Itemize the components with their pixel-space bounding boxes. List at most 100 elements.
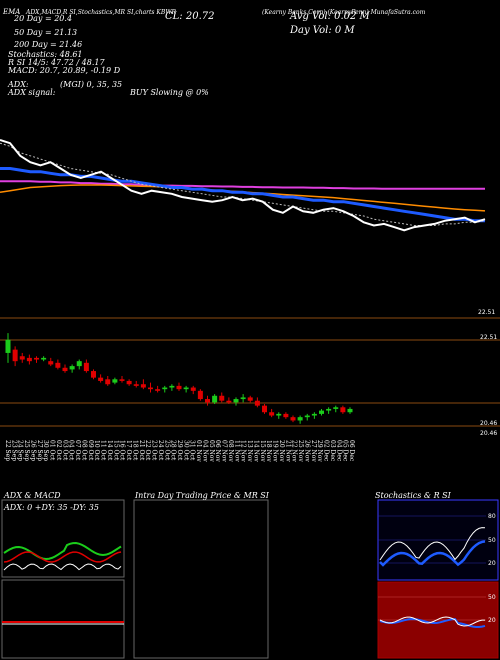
date-tick-label: 01 Oct — [49, 440, 56, 461]
date-tick-label: 24 Oct — [157, 440, 164, 461]
dma20-dotted-line — [0, 142, 486, 226]
price-label-top-right: 22.51 — [478, 309, 496, 316]
adx-minus-dy-line — [3, 551, 122, 563]
price-label-low: 20.46 — [480, 430, 498, 437]
candle-body — [5, 339, 11, 353]
rsi-axis-label: 50 — [488, 594, 496, 601]
date-tick-label: 27 Sep — [36, 440, 43, 461]
date-tick-label: 29 Oct — [176, 440, 183, 461]
candle-body — [62, 367, 68, 372]
close-price: CL: 20.72 — [165, 11, 215, 22]
date-tick-label: 06 Dec — [348, 440, 355, 462]
date-tick-label: 16 Oct — [119, 440, 126, 461]
candle-body — [133, 384, 139, 386]
adx-panel-values: ADX: 0 +DY: 35 -DY: 35 — [4, 503, 99, 512]
dma200-line — [0, 180, 485, 190]
candle-body — [169, 385, 175, 388]
candle-body — [112, 379, 118, 383]
date-tick-label: 05 Dec — [342, 440, 349, 462]
date-tick-label: 15 Oct — [112, 440, 119, 461]
date-tick-label: 30 Sep — [42, 440, 49, 461]
stochastics-label: Stochastics: 48.61 — [8, 50, 83, 59]
date-tick-label: 06 Nov — [214, 440, 221, 462]
date-tick-label: 02 Dec — [323, 440, 330, 462]
date-tick-label: 05 Nov — [208, 440, 215, 462]
stoch-panel-title: Stochastics & R SI — [375, 491, 451, 500]
candle-body — [83, 362, 89, 372]
date-tick-label: 31 Oct — [189, 440, 196, 461]
candle-body — [55, 362, 61, 368]
candle-body — [105, 379, 111, 385]
candle-body — [119, 379, 125, 381]
candle-body — [190, 387, 196, 391]
adx-line — [3, 563, 122, 571]
price-label-mid: 20.46 — [480, 420, 498, 427]
rsi-axis-label: 20 — [488, 617, 496, 624]
date-tick-label: 21 Oct — [138, 440, 145, 461]
date-tick-label: 23 Oct — [151, 440, 158, 461]
date-tick-label: 12 Nov — [240, 440, 247, 462]
rsi-line — [379, 616, 486, 627]
candle-body — [304, 415, 310, 418]
date-tick-label: 03 Dec — [329, 440, 336, 462]
date-tick-label: 25 Oct — [163, 440, 170, 461]
price-label-top: 22.51 — [480, 334, 498, 341]
date-tick-label: 15 Nov — [259, 440, 266, 462]
candle-body — [290, 417, 296, 421]
dma200-label: 200 Day = 21.46 — [14, 40, 83, 49]
stoch-axis-label: 50 — [488, 537, 496, 544]
avg-volume: Avg Vol: 0.02 M — [290, 11, 370, 22]
date-tick-label: 08 Oct — [80, 440, 87, 461]
candle-body — [19, 356, 25, 360]
date-tick-label: 18 Oct — [131, 440, 138, 461]
mgi-label: (MGI) 0, 35, 35 — [60, 80, 123, 89]
adx-panel-frame — [1, 499, 125, 578]
candle-body — [148, 387, 153, 390]
header-company: (Kearny Banks Corp) (KearnyPenn) MunafaS… — [262, 9, 426, 16]
candle-body — [48, 361, 54, 365]
candle-body — [91, 371, 96, 378]
date-tick-label: 27 Nov — [310, 440, 317, 462]
header-title-line: ADX,MACD,R SI,Stochastics,MR SI,charts K… — [26, 9, 176, 16]
candle-body — [340, 407, 346, 413]
date-tick-label: 24 Sep — [17, 440, 24, 461]
date-tick-label: 07 Nov — [221, 440, 228, 462]
date-tick-label: 22 Nov — [291, 440, 298, 462]
buy-signal-label: BUY Slowing @ 0% — [130, 88, 209, 97]
candle-body — [276, 413, 282, 416]
candle-body — [254, 400, 260, 406]
date-tick-label: 25 Nov — [297, 440, 304, 462]
candle-body — [247, 397, 253, 401]
date-tick-label: 28 Oct — [170, 440, 177, 461]
date-tick-label: 04 Oct — [68, 440, 75, 461]
date-tick-label: 21 Nov — [284, 440, 291, 462]
date-tick-label: 10 Oct — [93, 440, 100, 461]
date-tick-label: 25 Sep — [23, 440, 30, 461]
candle-body — [98, 377, 104, 381]
candle-body — [219, 395, 225, 401]
date-tick-label: 18 Nov — [265, 440, 272, 462]
date-tick-label: 09 Oct — [87, 440, 94, 461]
date-tick-label: 17 Oct — [125, 440, 132, 461]
intraday-panel-title: Intra Day Trading Price & MR SI — [135, 491, 269, 500]
candle-body — [262, 405, 267, 413]
date-tick-label: 20 Nov — [278, 440, 285, 462]
date-tick-label: 01 Nov — [195, 440, 202, 462]
candle-body — [183, 387, 189, 390]
adx-panel-title: ADX & MACD — [4, 491, 61, 500]
candle-body — [240, 397, 246, 400]
candle-body — [176, 385, 182, 390]
rsi-label: R SI 14/5: 47.72 / 48.17 — [8, 58, 105, 67]
dma20-label: 20 Day = 20.4 — [14, 14, 73, 23]
date-tick-label: 23 Sep — [10, 440, 17, 461]
date-tick-label: 11 Oct — [100, 440, 107, 461]
date-tick-label: 02 Oct — [55, 440, 62, 461]
date-tick-label: 14 Nov — [252, 440, 259, 462]
date-tick-label: 26 Sep — [30, 440, 37, 461]
date-tick-label: 13 Nov — [246, 440, 253, 462]
date-tick-label: 07 Oct — [74, 440, 81, 461]
candle-body — [319, 410, 324, 414]
price-line — [0, 139, 486, 232]
date-tick-label: 04 Nov — [202, 440, 209, 462]
